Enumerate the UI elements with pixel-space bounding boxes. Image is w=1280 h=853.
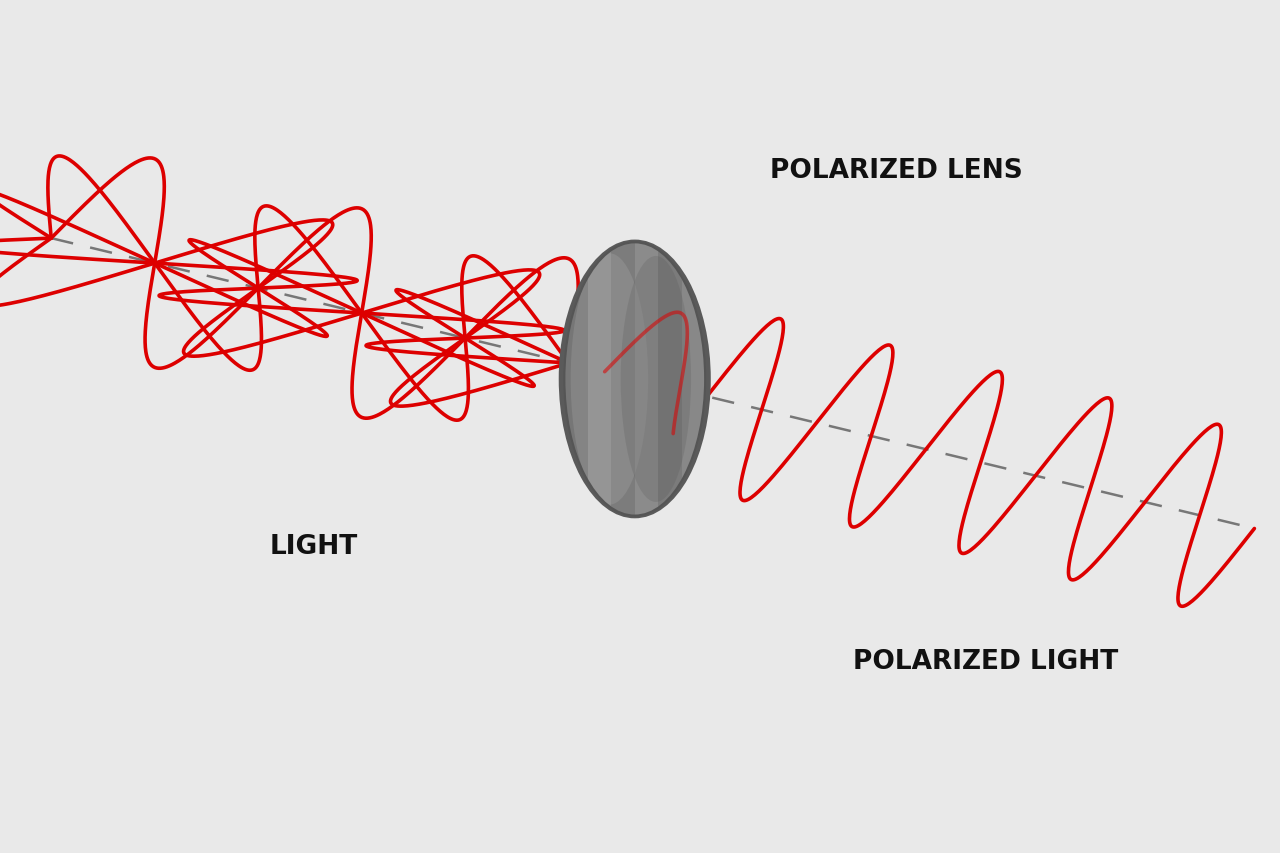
Bar [682,243,705,516]
Text: POLARIZED LENS: POLARIZED LENS [769,158,1023,183]
Bar [612,243,635,516]
Text: LIGHT: LIGHT [270,533,357,559]
Bar [658,243,682,516]
Bar [588,243,612,516]
Bar [564,243,588,516]
Ellipse shape [571,254,648,505]
Ellipse shape [621,257,691,502]
Text: POLARIZED LIGHT: POLARIZED LIGHT [852,648,1119,674]
Ellipse shape [564,243,705,516]
Ellipse shape [558,241,710,519]
Bar [635,243,658,516]
